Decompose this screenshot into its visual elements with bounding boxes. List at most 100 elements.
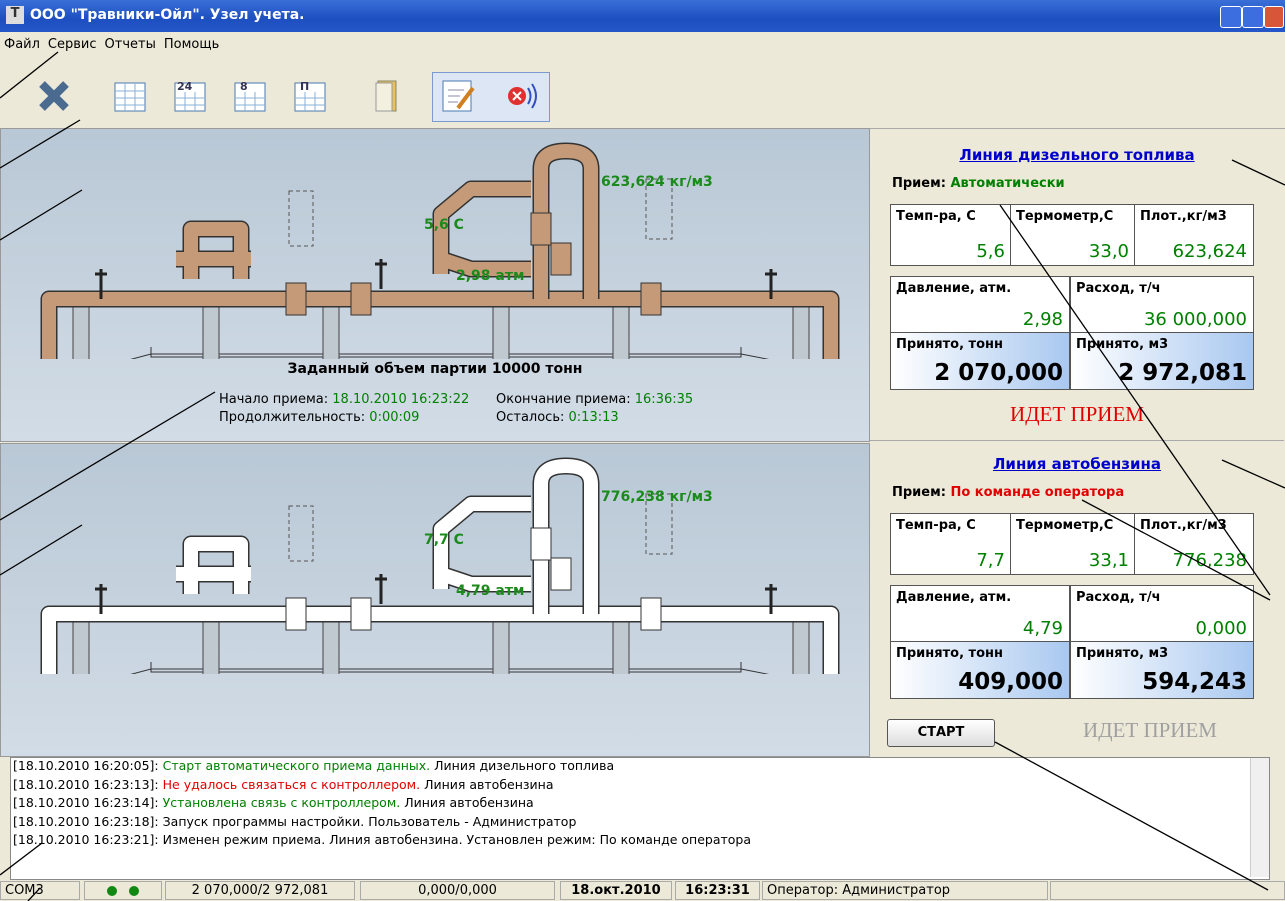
- sensor-cell: Плот.,кг/м3 623,624: [1134, 204, 1254, 266]
- diagram-value: 776,238 кг/м3: [601, 489, 713, 505]
- line-title[interactable]: Линия дизельного топлива: [870, 146, 1284, 164]
- diesel-panel: Линия дизельного топливаПрием: Автоматич…: [870, 130, 1284, 441]
- icon-label: 24: [177, 80, 193, 93]
- pipe-part: [49, 299, 831, 359]
- log-part: [18.10.2010 16:23:13]:: [13, 777, 159, 792]
- cell-value: 409,000: [958, 669, 1063, 695]
- batch-volume: Заданный объем партии 10000 тонн: [1, 361, 869, 377]
- cell-header: Принято, м3: [1076, 646, 1168, 661]
- log-part: Линия дизельного топлива: [434, 758, 614, 773]
- scrollbar[interactable]: [1250, 758, 1269, 877]
- cell-header: Плот.,кг/м3: [1140, 518, 1227, 533]
- log-part: Установлена связь с контроллером.: [163, 795, 401, 810]
- receiving-status: ИДЕТ ПРИЕМ: [1020, 718, 1280, 743]
- cell-header: Плот.,кг/м3: [1140, 209, 1227, 224]
- status-bar: COM3 2 070,000/2 972,081 0,000/0,000 18.окт…: [0, 880, 1285, 901]
- label: Начало приема:: [219, 392, 328, 407]
- menu-item[interactable]: Помощь: [160, 32, 223, 57]
- minimize-button[interactable]: [1220, 6, 1242, 28]
- log-entry: [18.10.2010 16:23:18]: Запуск программы …: [11, 814, 1269, 833]
- shift-report-button[interactable]: 8: [232, 78, 268, 114]
- remaining-row: Осталось: 0:13:13: [496, 410, 619, 425]
- batch-report-button[interactable]: П: [292, 78, 328, 114]
- pressure-cell: Давление, атм.2,98: [890, 276, 1070, 334]
- menu-item[interactable]: Сервис: [44, 32, 101, 57]
- pipe-part: [641, 598, 661, 630]
- cell-value: 776,238: [1173, 550, 1247, 571]
- pipe-part: [49, 299, 831, 359]
- daily-report-button[interactable]: 24: [172, 78, 208, 114]
- cell-value: 7,7: [976, 550, 1005, 571]
- cell-header: Темп-ра, С: [896, 209, 976, 224]
- cell-value: 36 000,000: [1144, 309, 1247, 330]
- status-cell: Оператор: Администратор: [762, 881, 1048, 900]
- status-cell: [1050, 881, 1285, 900]
- indicator: [107, 886, 117, 896]
- log-part: Старт автоматического приема данных.: [163, 758, 431, 773]
- cell-value: 33,1: [1089, 550, 1129, 571]
- pipe-part: [323, 301, 339, 359]
- log-part: [18.10.2010 16:23:18]:: [13, 814, 159, 829]
- value: 16:36:35: [635, 392, 693, 407]
- close-button[interactable]: [1264, 6, 1284, 28]
- pressure-cell: Давление, атм.4,79: [890, 585, 1070, 643]
- log-part: [18.10.2010 16:23:14]:: [13, 795, 159, 810]
- pipe-part: [49, 614, 831, 674]
- diagram-value: 4,79 атм: [456, 583, 524, 599]
- menu-item[interactable]: Файл: [0, 32, 44, 57]
- log-part: Линия автобензина: [404, 795, 533, 810]
- settings-button[interactable]: [440, 78, 476, 114]
- status-cell: 18.окт.2010: [560, 881, 672, 900]
- pipe-part: [73, 616, 89, 674]
- cell-header: Принято, тонн: [896, 337, 1003, 352]
- pipe-part: [351, 283, 371, 315]
- start-button[interactable]: СТАРТ: [887, 719, 995, 747]
- cell-header: Принято, тонн: [896, 646, 1003, 661]
- pipe-part: [493, 301, 509, 359]
- sensor-cell: Термометр,С 33,1: [1010, 513, 1136, 575]
- pipe-part: [286, 283, 306, 315]
- duration-row: Продолжительность: 0:00:09: [219, 410, 419, 425]
- log-entry: [18.10.2010 16:23:14]: Установлена связь…: [11, 795, 1269, 814]
- mode-value: Автоматически: [950, 176, 1064, 191]
- log-part: Линия автобензина: [424, 777, 553, 792]
- exit-button[interactable]: [36, 78, 72, 114]
- cell-value: 4,79: [1023, 618, 1063, 639]
- pipe-part: [73, 301, 89, 359]
- sound-button[interactable]: [502, 78, 538, 114]
- log-part: Изменен режим приема. Линия автобензина.…: [163, 832, 751, 847]
- receiving-status: ИДЕТ ПРИЕМ: [870, 402, 1284, 427]
- cell-value: 2,98: [1023, 309, 1063, 330]
- status-cell: 2 070,000/2 972,081: [165, 881, 355, 900]
- log-entry: [18.10.2010 16:23:21]: Изменен режим при…: [11, 832, 1269, 851]
- report-button[interactable]: [112, 78, 148, 114]
- maximize-button[interactable]: [1242, 6, 1264, 28]
- status-cell: COM3: [0, 881, 80, 900]
- sensor-cell: Термометр,С33,0: [1010, 204, 1136, 266]
- status-cell: 0,000/0,000: [360, 881, 555, 900]
- pipe-part: [531, 528, 551, 560]
- sensor-cell: Плот.,кг/м3 776,238: [1134, 513, 1254, 575]
- value: 18.10.2010 16:23:22: [332, 392, 469, 407]
- pipe-part: [351, 598, 371, 630]
- cell-value: 623,624: [1173, 241, 1247, 262]
- window: T ООО "Травники-Ойл". Узел учета. ФайлСе…: [0, 0, 1285, 901]
- cell-header: Термометр,С: [1016, 518, 1113, 533]
- pipe-part: [375, 259, 387, 289]
- cell-value: 0,000: [1195, 618, 1247, 639]
- start-row: Начало приема: 18.10.2010 16:23:22: [219, 392, 469, 407]
- window-title: ООО "Травники-Ойл". Узел учета.: [30, 7, 304, 23]
- pipe-part: [793, 616, 809, 674]
- cell-header: Термометр,С: [1016, 209, 1113, 224]
- m3-cell: Принято, м32 972,081: [1070, 332, 1254, 390]
- archive-button[interactable]: [370, 78, 406, 114]
- event-log: [18.10.2010 16:20:05]: Старт автоматичес…: [10, 757, 1270, 880]
- menu-item[interactable]: Отчеты: [101, 32, 160, 57]
- pipe-part: [323, 616, 339, 674]
- pipe-part: [289, 506, 313, 561]
- indicator: [129, 886, 139, 896]
- line-title[interactable]: Линия автобензина: [870, 455, 1284, 473]
